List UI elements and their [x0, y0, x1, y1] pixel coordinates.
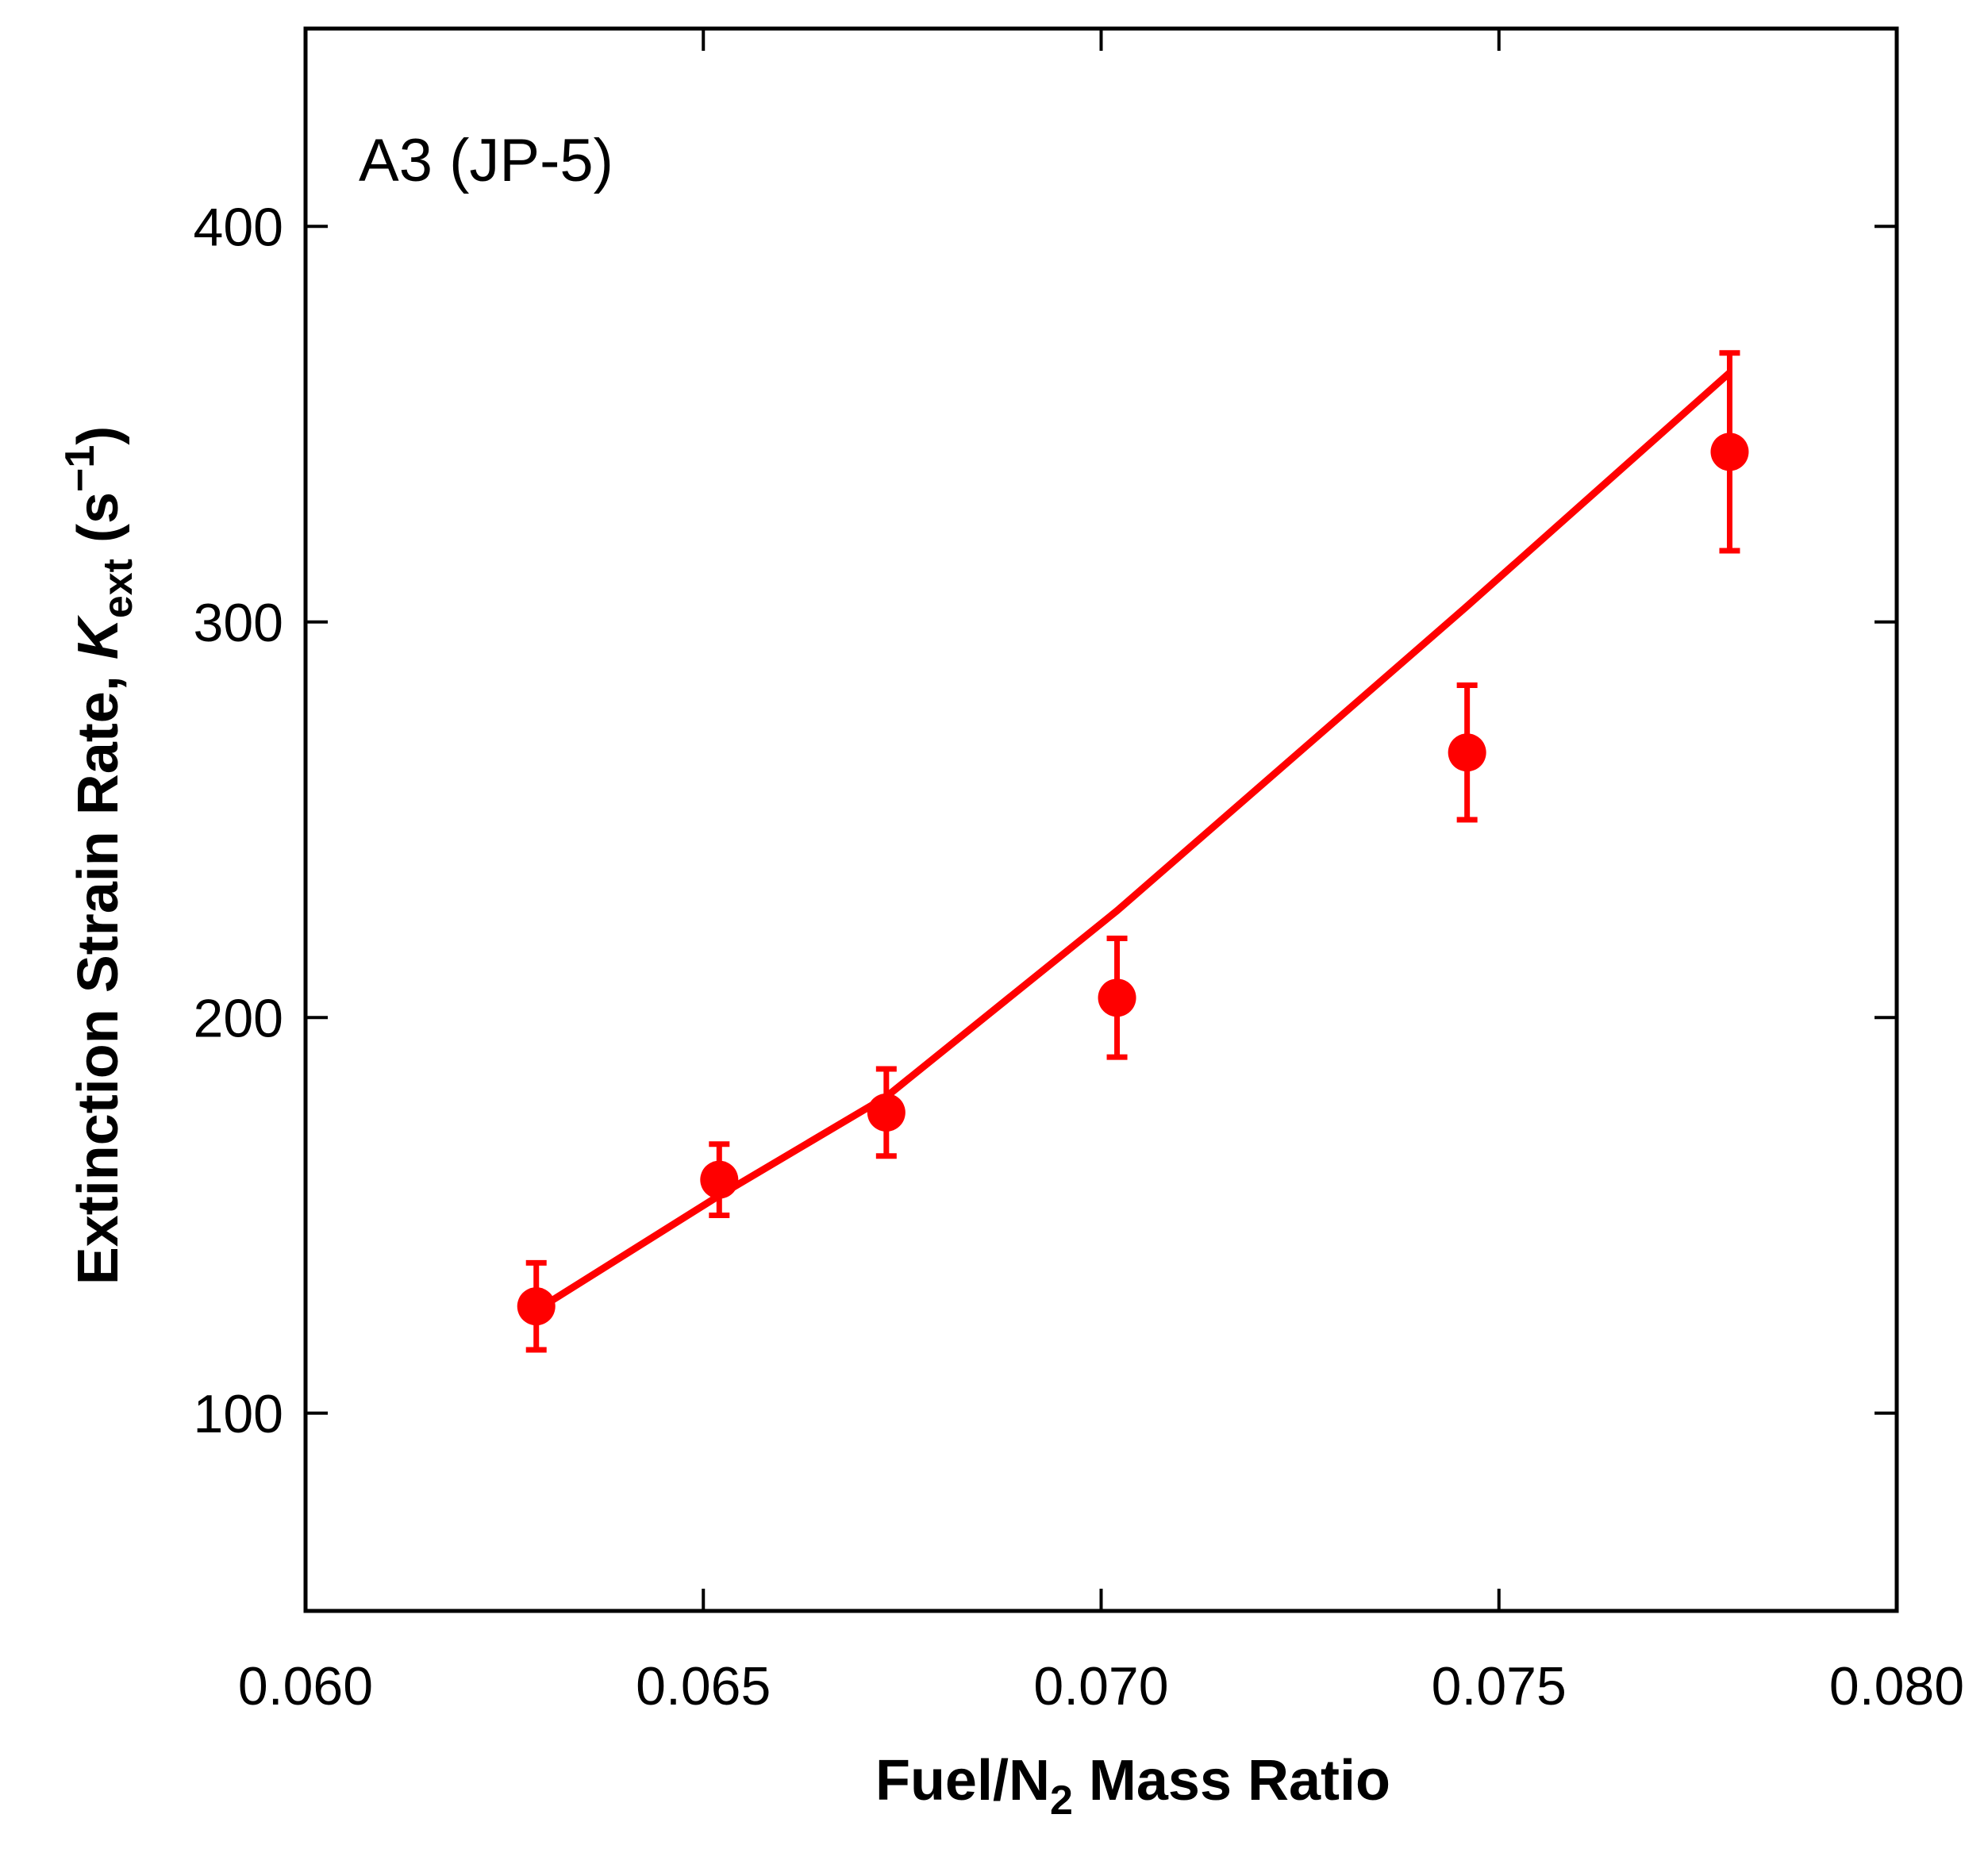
data-point: [1448, 733, 1486, 772]
x-tick-label: 0.065: [636, 1656, 771, 1716]
y-axis-title-part: Extinction Strain Rate,: [67, 659, 130, 1285]
y-axis-title: Extinction Strain Rate, Kext (s−1): [57, 426, 141, 1286]
x-tick-label: 0.070: [1033, 1656, 1168, 1716]
x-tick-label: 0.060: [238, 1656, 373, 1716]
x-axis-title-subscript: 2: [1050, 1778, 1073, 1824]
ticks-layer: 0.060 0.065 0.070 0.075 0.080 100 200 300 400: [194, 29, 1964, 1716]
y-axis-title-part: ): [67, 426, 130, 445]
plot-frame: [303, 26, 1899, 1613]
data-point: [1710, 432, 1749, 471]
x-axis-title-part: Mass Ratio: [1073, 1749, 1390, 1812]
x-tick-label: 0.075: [1432, 1656, 1567, 1716]
data-point: [700, 1160, 739, 1199]
y-tick-label: 200: [194, 988, 283, 1048]
data-point: [1098, 978, 1136, 1017]
y-tick-label: 300: [194, 593, 283, 653]
data-point: [867, 1093, 906, 1132]
y-tick-label: 100: [194, 1384, 283, 1444]
y-axis-title-subscript: ext: [95, 559, 141, 618]
y-axis-title-superscript: −1: [57, 445, 103, 492]
y-axis-title-part: (s: [67, 492, 130, 559]
y-tick-label: 400: [194, 197, 283, 257]
y-axis-title-symbol: K: [67, 614, 130, 659]
x-tick-label: 0.080: [1829, 1656, 1964, 1716]
chart-annotation: A3 (JP-5): [359, 127, 613, 194]
x-axis-title-part: Fuel/N: [875, 1749, 1050, 1812]
model-line: [534, 370, 1732, 1313]
data-layer: [517, 350, 1749, 1353]
x-axis-title: Fuel/N2 Mass Ratio: [875, 1749, 1390, 1824]
data-point: [517, 1287, 556, 1326]
